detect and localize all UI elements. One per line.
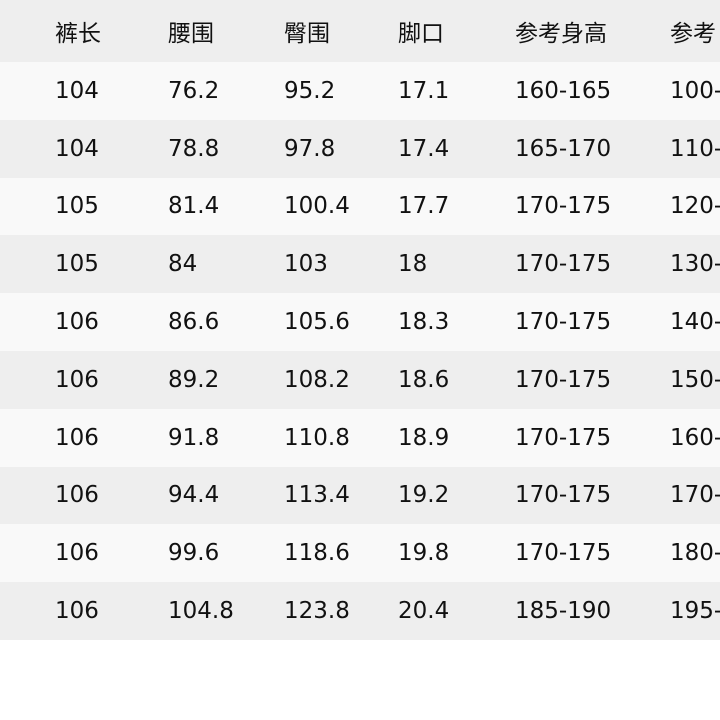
table-row: 105 84 103 18 170-175 130- (0, 235, 720, 294)
cell-hip: 113.4 (284, 482, 350, 509)
cell-ref-height: 160-165 (515, 77, 612, 104)
table-row: 105 81.4 100.4 17.7 170-175 120- (0, 177, 720, 236)
cell-ref-height: 170-175 (515, 482, 612, 509)
cell-waist: 94.4 (168, 482, 220, 509)
header-hip: 臀围 (284, 21, 330, 47)
cell-ref-weight: 160- (670, 424, 720, 451)
header-leg-opening: 脚口 (398, 21, 444, 47)
cell-leg-opening: 17.7 (398, 193, 450, 220)
table-row: 106 89.2 108.2 18.6 170-175 150- (0, 350, 720, 409)
cell-ref-height: 185-190 (515, 598, 612, 625)
cell-ref-height: 170-175 (515, 424, 612, 451)
cell-hip: 95.2 (284, 77, 336, 104)
cell-ref-weight: 170- (670, 482, 720, 509)
cell-leg-opening: 18 (398, 251, 428, 278)
cell-hip: 103 (284, 251, 328, 278)
table-row: 106 86.6 105.6 18.3 170-175 140- (0, 293, 720, 351)
cell-pant-length: 104 (55, 77, 99, 104)
cell-ref-weight: 100- (670, 77, 720, 104)
cell-waist: 104.8 (168, 598, 234, 625)
cell-ref-weight: 140- (670, 309, 720, 336)
table-row: 106 91.8 110.8 18.9 170-175 160- (0, 408, 720, 467)
cell-leg-opening: 20.4 (398, 598, 450, 625)
cell-hip: 97.8 (284, 135, 336, 162)
cell-ref-height: 165-170 (515, 135, 612, 162)
cell-pant-length: 106 (55, 366, 99, 393)
cell-ref-height: 170-175 (515, 251, 612, 278)
cell-pant-length: 106 (55, 598, 99, 625)
cell-ref-height: 170-175 (515, 309, 612, 336)
header-pant-length: 裤长 (55, 21, 101, 47)
cell-hip: 110.8 (284, 424, 350, 451)
cell-hip: 118.6 (284, 540, 350, 567)
cell-pant-length: 106 (55, 309, 99, 336)
cell-leg-opening: 18.3 (398, 309, 450, 336)
cell-pant-length: 106 (55, 424, 99, 451)
cell-leg-opening: 19.2 (398, 482, 450, 509)
cell-hip: 123.8 (284, 598, 350, 625)
cell-pant-length: 104 (55, 135, 99, 162)
table-row: 106 104.8 123.8 20.4 185-190 195- (0, 582, 720, 640)
cell-waist: 84 (168, 251, 198, 278)
cell-pant-length: 105 (55, 251, 99, 278)
cell-ref-height: 170-175 (515, 540, 612, 567)
cell-waist: 91.8 (168, 424, 220, 451)
cell-ref-height: 170-175 (515, 193, 612, 220)
cell-hip: 108.2 (284, 366, 350, 393)
cell-waist: 78.8 (168, 135, 220, 162)
header-waist: 腰围 (168, 21, 214, 47)
table-row: 106 94.4 113.4 19.2 170-175 170- (0, 466, 720, 525)
cell-leg-opening: 17.1 (398, 77, 450, 104)
cell-ref-weight: 130- (670, 251, 720, 278)
cell-waist: 81.4 (168, 193, 220, 220)
table-row: 106 99.6 118.6 19.8 170-175 180- (0, 524, 720, 583)
cell-waist: 86.6 (168, 309, 220, 336)
table-header-row: 裤长 腰围 臀围 脚口 参考身高 参考 (0, 0, 720, 62)
cell-leg-opening: 17.4 (398, 135, 450, 162)
cell-waist: 99.6 (168, 540, 220, 567)
table-row: 104 78.8 97.8 17.4 165-170 110- (0, 119, 720, 178)
header-ref-weight: 参考 (670, 21, 716, 47)
cell-pant-length: 105 (55, 193, 99, 220)
cell-leg-opening: 18.9 (398, 424, 450, 451)
cell-ref-height: 170-175 (515, 366, 612, 393)
cell-pant-length: 106 (55, 540, 99, 567)
cell-ref-weight: 110- (670, 135, 720, 162)
cell-ref-weight: 150- (670, 366, 720, 393)
cell-ref-weight: 180- (670, 540, 720, 567)
header-ref-height: 参考身高 (515, 21, 607, 47)
cell-waist: 76.2 (168, 77, 220, 104)
cell-ref-weight: 195- (670, 598, 720, 625)
cell-leg-opening: 18.6 (398, 366, 450, 393)
size-chart-table: 裤长 腰围 臀围 脚口 参考身高 参考 104 76.2 95.2 17.1 160-1… (0, 0, 720, 640)
cell-leg-opening: 19.8 (398, 540, 450, 567)
cell-waist: 89.2 (168, 366, 220, 393)
cell-ref-weight: 120- (670, 193, 720, 220)
table-row: 104 76.2 95.2 17.1 160-165 100- (0, 62, 720, 120)
cell-hip: 100.4 (284, 193, 350, 220)
cell-pant-length: 106 (55, 482, 99, 509)
cell-hip: 105.6 (284, 309, 350, 336)
